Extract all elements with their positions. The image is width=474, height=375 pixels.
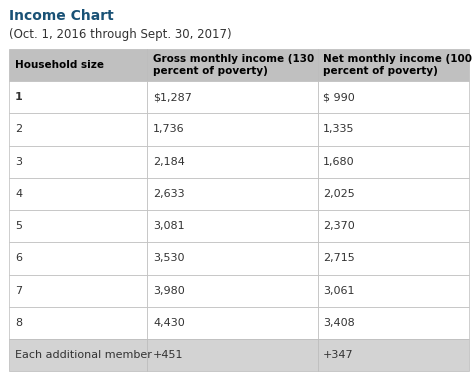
FancyBboxPatch shape <box>147 210 318 242</box>
FancyBboxPatch shape <box>9 113 147 146</box>
Text: +347: +347 <box>323 350 354 360</box>
Text: 8: 8 <box>15 318 22 328</box>
Text: Each additional member: Each additional member <box>15 350 152 360</box>
FancyBboxPatch shape <box>9 339 147 371</box>
Text: 1: 1 <box>15 92 23 102</box>
Text: 3,980: 3,980 <box>153 286 185 296</box>
Text: 2,370: 2,370 <box>323 221 355 231</box>
FancyBboxPatch shape <box>9 81 147 113</box>
FancyBboxPatch shape <box>9 242 147 274</box>
FancyBboxPatch shape <box>147 178 318 210</box>
Text: 2,633: 2,633 <box>153 189 185 199</box>
FancyBboxPatch shape <box>318 339 469 371</box>
Text: (Oct. 1, 2016 through Sept. 30, 2017): (Oct. 1, 2016 through Sept. 30, 2017) <box>9 28 232 41</box>
Text: 2,715: 2,715 <box>323 254 355 263</box>
FancyBboxPatch shape <box>9 274 147 307</box>
Text: 3,061: 3,061 <box>323 286 355 296</box>
Text: 2,025: 2,025 <box>323 189 355 199</box>
FancyBboxPatch shape <box>318 210 469 242</box>
Text: Income Chart: Income Chart <box>9 9 114 23</box>
Text: 2,184: 2,184 <box>153 157 185 166</box>
Text: 1,335: 1,335 <box>323 124 355 134</box>
FancyBboxPatch shape <box>318 146 469 178</box>
FancyBboxPatch shape <box>9 307 147 339</box>
FancyBboxPatch shape <box>318 242 469 274</box>
Text: 3,081: 3,081 <box>153 221 185 231</box>
FancyBboxPatch shape <box>9 178 147 210</box>
Text: 1,736: 1,736 <box>153 124 185 134</box>
Text: 4: 4 <box>15 189 22 199</box>
FancyBboxPatch shape <box>147 274 318 307</box>
FancyBboxPatch shape <box>9 49 147 81</box>
FancyBboxPatch shape <box>147 49 318 81</box>
Text: 2: 2 <box>15 124 22 134</box>
FancyBboxPatch shape <box>147 113 318 146</box>
FancyBboxPatch shape <box>147 81 318 113</box>
FancyBboxPatch shape <box>9 146 147 178</box>
FancyBboxPatch shape <box>318 178 469 210</box>
Text: 1,680: 1,680 <box>323 157 355 166</box>
FancyBboxPatch shape <box>147 339 318 371</box>
Text: Net monthly income (100
percent of poverty): Net monthly income (100 percent of pover… <box>323 54 472 76</box>
FancyBboxPatch shape <box>147 307 318 339</box>
Text: 5: 5 <box>15 221 22 231</box>
Text: 7: 7 <box>15 286 22 296</box>
FancyBboxPatch shape <box>318 49 469 81</box>
FancyBboxPatch shape <box>147 242 318 274</box>
Text: 3,530: 3,530 <box>153 254 184 263</box>
Text: $ 990: $ 990 <box>323 92 355 102</box>
FancyBboxPatch shape <box>318 274 469 307</box>
Text: Gross monthly income (130
percent of poverty): Gross monthly income (130 percent of pov… <box>153 54 314 76</box>
Text: 3,408: 3,408 <box>323 318 355 328</box>
FancyBboxPatch shape <box>9 210 147 242</box>
FancyBboxPatch shape <box>318 81 469 113</box>
Text: 4,430: 4,430 <box>153 318 185 328</box>
FancyBboxPatch shape <box>318 113 469 146</box>
FancyBboxPatch shape <box>147 146 318 178</box>
Text: 6: 6 <box>15 254 22 263</box>
FancyBboxPatch shape <box>318 307 469 339</box>
Text: 3: 3 <box>15 157 22 166</box>
Text: Household size: Household size <box>15 60 104 70</box>
Text: +451: +451 <box>153 350 183 360</box>
Text: $1,287: $1,287 <box>153 92 192 102</box>
